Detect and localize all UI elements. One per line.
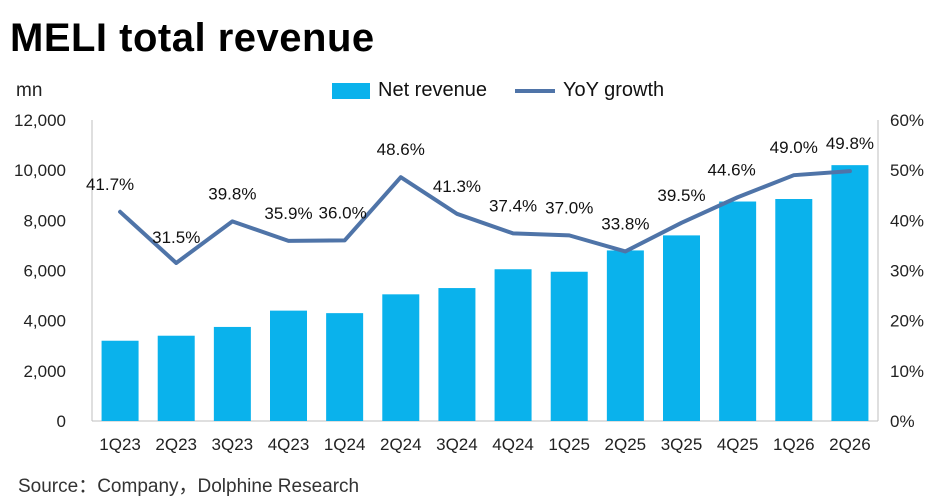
growth-data-label: 31.5% (152, 228, 200, 247)
right-tick-label: 50% (890, 161, 924, 180)
left-tick-label: 4,000 (23, 312, 66, 331)
source-note: Source：Company，Dolphine Research (18, 471, 359, 498)
x-tick-label: 4Q25 (717, 435, 759, 454)
growth-data-label: 36.0% (319, 203, 367, 222)
x-tick-label: 2Q24 (380, 435, 422, 454)
revenue-bar (326, 313, 363, 421)
revenue-bar (214, 327, 251, 421)
left-tick-label: 8,000 (23, 211, 66, 230)
revenue-bar (607, 250, 644, 421)
right-tick-label: 10% (890, 362, 924, 381)
revenue-bar (102, 341, 139, 421)
growth-data-label: 33.8% (601, 214, 649, 233)
revenue-bar (775, 199, 812, 421)
revenue-bar (495, 269, 532, 421)
growth-data-label: 48.6% (377, 140, 425, 159)
revenue-bar (551, 272, 588, 421)
right-tick-label: 20% (890, 312, 924, 331)
growth-data-label: 37.0% (545, 198, 593, 217)
x-tick-label: 2Q25 (605, 435, 647, 454)
right-tick-label: 60% (890, 111, 924, 130)
left-tick-label: 6,000 (23, 262, 66, 281)
left-tick-label: 10,000 (14, 161, 66, 180)
right-tick-label: 40% (890, 211, 924, 230)
growth-data-label: 49.0% (770, 138, 818, 157)
growth-data-label: 49.8% (826, 134, 874, 153)
x-tick-label: 4Q23 (268, 435, 310, 454)
x-tick-label: 1Q26 (773, 435, 815, 454)
right-tick-label: 0% (890, 412, 915, 431)
x-tick-label: 2Q26 (829, 435, 871, 454)
revenue-bar (831, 165, 868, 421)
growth-data-label: 35.9% (264, 204, 312, 223)
x-tick-label: 2Q23 (155, 435, 197, 454)
x-tick-label: 3Q25 (661, 435, 703, 454)
x-tick-label: 1Q25 (548, 435, 590, 454)
bars (102, 165, 869, 421)
revenue-bar (382, 294, 419, 421)
right-tick-label: 30% (890, 262, 924, 281)
growth-data-label: 41.7% (86, 175, 134, 194)
growth-data-label: 44.6% (708, 160, 756, 179)
revenue-bar (438, 288, 475, 421)
revenue-bar (270, 311, 307, 421)
x-tick-label: 3Q23 (212, 435, 254, 454)
growth-data-label: 39.8% (208, 184, 256, 203)
revenue-bar (719, 202, 756, 421)
x-tick-label: 1Q24 (324, 435, 366, 454)
revenue-bar (158, 336, 195, 421)
growth-data-label: 41.3% (433, 177, 481, 196)
left-tick-label: 2,000 (23, 362, 66, 381)
growth-data-label: 39.5% (657, 186, 705, 205)
growth-data-label: 37.4% (489, 196, 537, 215)
left-tick-label: 12,000 (14, 111, 66, 130)
revenue-bar (663, 235, 700, 421)
x-tick-label: 4Q24 (492, 435, 534, 454)
x-tick-label: 1Q23 (99, 435, 141, 454)
left-tick-label: 0 (57, 412, 66, 431)
x-tick-label: 3Q24 (436, 435, 478, 454)
